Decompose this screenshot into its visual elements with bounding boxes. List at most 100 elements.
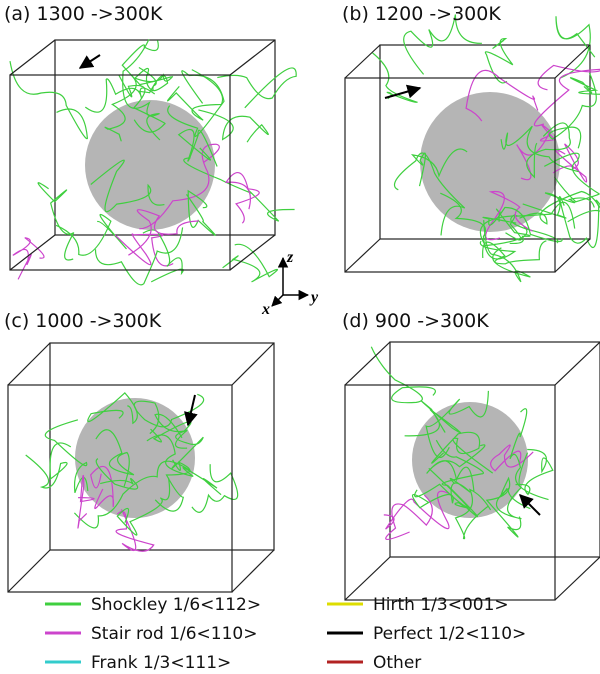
dislocation-line [44,419,89,493]
dislocation-line [403,14,482,75]
box-edge [7,549,51,593]
dislocation-line [25,442,72,489]
axis-y: y [309,289,319,306]
dislocation-line [12,237,45,280]
dislocation-line [482,240,547,265]
dislocation-line [94,227,184,286]
axis-z: z [286,249,294,266]
panel-label: (d) 900 ->300K [342,310,489,332]
dislocation-line [138,66,169,94]
legend-label: Frank 1/3<111> [91,653,231,673]
dislocation-line [522,192,595,219]
dislocation-line [383,490,450,530]
legend-label: Shockley 1/6<112> [91,595,261,615]
dislocation-line [404,400,462,437]
box-edge [554,341,600,386]
box-back [389,341,600,558]
dislocation-line [526,122,571,179]
dislocation-line [516,124,557,181]
panel: (b) 1200 ->300K [342,3,600,283]
dislocation-line [558,195,600,249]
dislocation-line [186,189,216,236]
box-edge [344,238,381,273]
box-edge [554,238,591,273]
dislocation-line [84,78,156,113]
dislocation-line [191,464,239,513]
precipitate [420,92,560,232]
dislocation-line [90,465,115,510]
dislocation-line [569,77,600,95]
dislocation-line [372,52,419,103]
panel: (a) 1300 ->300K [4,3,297,286]
dislocation-line [435,439,484,518]
dislocation-line [485,476,522,538]
dislocation-line [555,16,596,79]
box-edge [9,39,56,76]
box-edge [229,234,276,271]
dislocation-line [171,429,204,469]
dislocation-line [133,67,174,92]
dislocation-line [37,182,75,261]
box-front [344,384,556,601]
box-front [7,384,233,593]
dislocation-line [411,477,471,509]
box-edge [9,234,56,271]
dislocation-line [479,201,576,247]
box-edge [554,44,591,79]
box-back [54,39,276,236]
dislocation-line [114,233,174,267]
dislocation-line [224,172,260,224]
dislocation-line [167,70,225,138]
dislocation-line [146,434,222,496]
axis-x: x [261,301,270,318]
dislocation-line [217,67,297,109]
dislocation-line [95,458,139,490]
box-front [9,74,231,271]
legend-label: Hirth 1/3<001> [373,595,509,615]
panel: (d) 900 ->300K [342,310,600,601]
dislocation-line [533,64,600,127]
panel: (c) 1000 ->300K [4,310,275,593]
box-edge [231,549,275,593]
dislocation-line [9,60,89,140]
panel-label: (a) 1300 ->300K [4,3,163,25]
legend-label: Perfect 1/2<110> [373,624,526,644]
box-back [49,342,275,551]
box-edge [344,44,381,79]
box-edge [554,556,600,601]
dislocation-line [104,74,137,142]
dislocation-line [544,152,600,203]
precipitate [85,100,215,230]
box-edge [7,342,51,386]
dislocation-line [77,474,95,529]
dislocation-line [509,408,549,501]
dislocation-line [122,39,161,141]
dislocation-line [454,488,492,540]
dislocation-line [548,72,597,149]
dislocation-line [485,190,533,241]
dislocation-line [484,37,514,84]
dislocation-line [440,192,517,260]
dislocation-line [495,452,531,520]
arrow [384,84,422,99]
precipitate [412,402,528,518]
dislocation-line [426,444,486,492]
dislocation-line [425,390,489,459]
precipitate [75,398,195,518]
box-edge [344,556,391,601]
box-front [344,77,556,273]
legend-label: Other [373,653,421,673]
dislocation-line [87,392,138,425]
dislocation-line [222,243,279,283]
box-edge [231,342,275,386]
dislocation-line [385,494,433,540]
dislocation-line [483,220,531,283]
dislocation-line [198,109,269,143]
dislocation-line [393,152,466,236]
coordinate-axes [271,256,310,307]
arrow [78,54,101,69]
dislocation-line [116,477,171,536]
dislocation-line [177,128,218,167]
box-edge [229,39,276,76]
